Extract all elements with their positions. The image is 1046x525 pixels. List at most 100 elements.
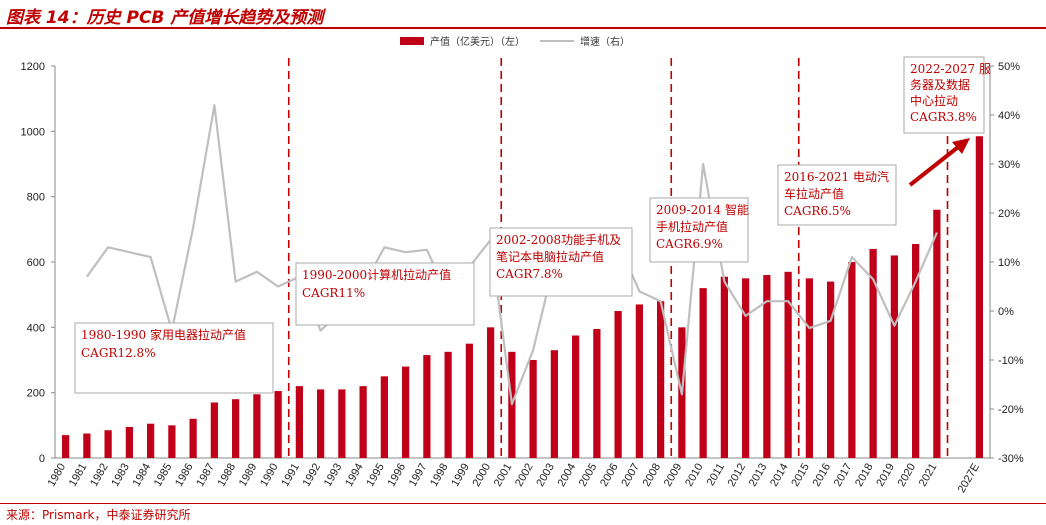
source-note: 来源：Prismark，中泰证券研究所 bbox=[6, 508, 191, 522]
bar bbox=[784, 271, 792, 458]
annotation-text: 笔记本电脑拉动产值 bbox=[496, 249, 604, 264]
annotation-text: 2016-2021 电动汽 bbox=[784, 169, 889, 184]
bar bbox=[742, 278, 750, 458]
x-tick-label: 2004 bbox=[556, 462, 579, 489]
x-tick-label: 2005 bbox=[577, 462, 600, 489]
bar bbox=[614, 311, 622, 458]
annotation-text: CAGR7.8% bbox=[496, 267, 563, 281]
title-rule bbox=[0, 27, 1046, 29]
trend-arrow-shaft bbox=[908, 142, 964, 187]
bar bbox=[975, 136, 983, 458]
annotation-box bbox=[74, 322, 274, 394]
x-tick-label: 1993 bbox=[322, 462, 345, 489]
x-tick-label: 2010 bbox=[683, 462, 706, 489]
bar bbox=[869, 248, 877, 458]
x-tick-label: 1989 bbox=[237, 462, 260, 489]
annotation-text: 1980-1990 家用电器拉动产值 bbox=[81, 327, 246, 342]
annotation-text: CAGR3.8% bbox=[910, 110, 977, 124]
x-tick-label: 2006 bbox=[598, 462, 621, 489]
left-tick-label: 1200 bbox=[21, 61, 45, 73]
x-tick-label: 1994 bbox=[343, 462, 366, 489]
source-rule bbox=[0, 503, 1046, 504]
right-tick-label: -30% bbox=[998, 453, 1024, 465]
left-tick-label: 1000 bbox=[21, 126, 45, 138]
bar bbox=[465, 343, 473, 458]
x-tick-label: 1996 bbox=[386, 462, 409, 489]
bar bbox=[550, 350, 558, 458]
growth-line-layer bbox=[86, 104, 938, 406]
annotation-text: 1990-2000计算机拉动产值 bbox=[302, 267, 451, 282]
x-tick-label: 2021 bbox=[917, 462, 940, 489]
right-tick-label: 50% bbox=[998, 61, 1020, 73]
pcb-output-chart: 0 200 400 600 800 1000 1200 -30% -20% -10% 0% 10% 20… bbox=[21, 35, 1024, 496]
annotation-text: CAGR12.8% bbox=[81, 346, 156, 360]
x-tick-label: 1991 bbox=[279, 462, 302, 489]
left-tick-label: 400 bbox=[27, 322, 45, 334]
annotation-text: CAGR6.5% bbox=[784, 204, 851, 218]
bar bbox=[827, 281, 835, 458]
bar bbox=[317, 389, 325, 458]
bar bbox=[253, 394, 261, 458]
annotation-box bbox=[649, 197, 749, 263]
bar bbox=[104, 430, 112, 458]
x-tick-label: 1980 bbox=[46, 462, 69, 489]
left-tick-label: 600 bbox=[27, 257, 45, 269]
legend-bar-label: 产值（亿美元）（左） bbox=[430, 35, 525, 48]
bar bbox=[593, 328, 601, 458]
annotation-text: 2002-2008功能手机及 bbox=[496, 233, 621, 247]
annotations-layer: 1980-1990 家用电器拉动产值 CAGR12.8% 1990-2000计算机拉… bbox=[74, 56, 991, 394]
bar bbox=[147, 423, 155, 458]
bar bbox=[338, 389, 346, 458]
legend: 产值（亿美元）（左） 增速（右） bbox=[400, 35, 630, 48]
bar bbox=[848, 262, 856, 458]
bar bbox=[380, 376, 388, 458]
x-tick-label: 2011 bbox=[705, 462, 727, 488]
trend-arrow-head bbox=[952, 138, 970, 154]
x-tick-label: 2000 bbox=[471, 462, 494, 489]
bar bbox=[168, 425, 176, 458]
right-tick-label: 0% bbox=[998, 306, 1014, 318]
left-tick-label: 800 bbox=[27, 192, 45, 204]
x-tick-label: 1982 bbox=[88, 462, 111, 489]
bar bbox=[720, 276, 728, 458]
bar bbox=[295, 386, 303, 458]
bar bbox=[657, 301, 665, 458]
bar bbox=[933, 209, 941, 458]
left-tick-label: 0 bbox=[39, 453, 45, 465]
right-tick-label: 40% bbox=[998, 110, 1020, 122]
x-tick-label: 2019 bbox=[874, 462, 897, 489]
x-tick-label: 1984 bbox=[131, 462, 154, 489]
bar bbox=[763, 275, 771, 458]
x-tick-label: 2003 bbox=[534, 462, 557, 489]
x-tick-label: 1987 bbox=[194, 462, 217, 489]
bar bbox=[699, 288, 707, 458]
bar bbox=[890, 255, 898, 458]
bar bbox=[635, 304, 643, 458]
legend-line-label: 增速（右） bbox=[580, 35, 630, 48]
x-tick-label: 2014 bbox=[768, 462, 791, 489]
x-tick-label: 2012 bbox=[726, 462, 749, 489]
right-tick-label: -20% bbox=[998, 404, 1024, 416]
bar bbox=[487, 327, 495, 458]
x-tick-label: 1985 bbox=[152, 462, 175, 489]
x-tick-label: 1995 bbox=[364, 462, 387, 489]
annotation-box bbox=[295, 262, 475, 326]
bar bbox=[912, 244, 920, 458]
bar bbox=[402, 366, 410, 458]
bar bbox=[125, 426, 133, 458]
annotation-text: CAGR11% bbox=[302, 286, 365, 300]
bar bbox=[423, 355, 431, 458]
bar bbox=[805, 278, 813, 458]
x-tick-label: 2027E bbox=[956, 462, 982, 496]
x-tick-label: 2013 bbox=[747, 462, 770, 489]
x-tick-label: 2001 bbox=[492, 462, 515, 489]
annotation-box bbox=[489, 227, 633, 297]
right-tick-label: 20% bbox=[998, 208, 1020, 220]
chart-title: 图表 14：历史 PCB 产值增长趋势及预测 bbox=[6, 8, 324, 28]
x-tick-label: 1998 bbox=[428, 462, 451, 489]
annotation-text: 2022-2027 服 bbox=[910, 62, 991, 76]
bar bbox=[444, 351, 452, 458]
bar bbox=[62, 435, 70, 458]
x-tick-label: 1981 bbox=[67, 462, 90, 489]
annotation-text: 手机拉动产值 bbox=[656, 219, 728, 234]
